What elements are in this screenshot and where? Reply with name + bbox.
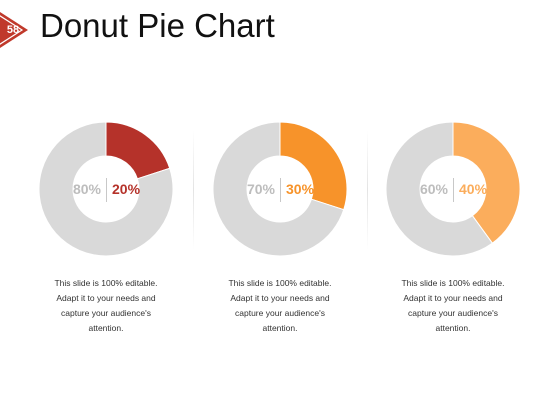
donut-3-slice-2: [386, 122, 494, 256]
donut-chart-3: [386, 122, 520, 256]
donut-2-separator: [280, 178, 281, 202]
description-line: attention.: [435, 323, 471, 333]
description-line: This slide is 100% editable.: [228, 278, 332, 288]
donut-1-rest-label: 80%: [72, 181, 101, 197]
slide-title: Donut Pie Chart: [40, 7, 275, 44]
donut-panel-1: 80% 20% This slide is 100% editable. Ada…: [21, 118, 191, 348]
description-line: capture your audience's: [408, 308, 498, 318]
donut-2-slice-1: [279, 122, 347, 211]
description-line: attention.: [88, 323, 124, 333]
description-line: This slide is 100% editable.: [401, 278, 505, 288]
donut-3-description: This slide is 100% editable. Adapt it to…: [368, 276, 538, 336]
donut-panel-3: 60% 40% This slide is 100% editable. Ada…: [368, 118, 538, 348]
panel-divider-1: [193, 130, 194, 250]
donut-2-value-label: 30%: [286, 181, 315, 197]
donut-1-description: This slide is 100% editable. Adapt it to…: [21, 276, 191, 336]
description-line: capture your audience's: [235, 308, 325, 318]
donut-chart-2: [213, 122, 347, 256]
donut-1-slice-2: [39, 122, 173, 256]
donut-3-slice-1: [452, 122, 520, 244]
donut-2-slice-2: [213, 122, 345, 256]
donut-3-separator: [453, 178, 454, 202]
donut-chart-1: [39, 122, 173, 256]
badge-diamond-icon: [0, 12, 28, 48]
slide-number-badge: 58: [0, 10, 40, 50]
description-line: attention.: [262, 323, 298, 333]
donut-3-rest-label: 60%: [419, 181, 448, 197]
donut-2-description: This slide is 100% editable. Adapt it to…: [195, 276, 365, 336]
donut-2-rest-label: 70%: [246, 181, 275, 197]
description-line: Adapt it to your needs and: [56, 293, 156, 303]
description-line: Adapt it to your needs and: [403, 293, 503, 303]
donut-panel-2: 70% 30% This slide is 100% editable. Ada…: [195, 118, 365, 348]
panel-divider-2: [367, 130, 368, 250]
donut-1-value-label: 20%: [112, 181, 141, 197]
donut-1-separator: [106, 178, 107, 202]
description-line: Adapt it to your needs and: [230, 293, 330, 303]
donut-1-slice-1: [105, 122, 171, 180]
description-line: capture your audience's: [61, 308, 151, 318]
slide-number: 58: [6, 24, 20, 36]
description-line: This slide is 100% editable.: [54, 278, 158, 288]
donut-3-value-label: 40%: [459, 181, 488, 197]
badge-inner-outline: [0, 15, 24, 45]
